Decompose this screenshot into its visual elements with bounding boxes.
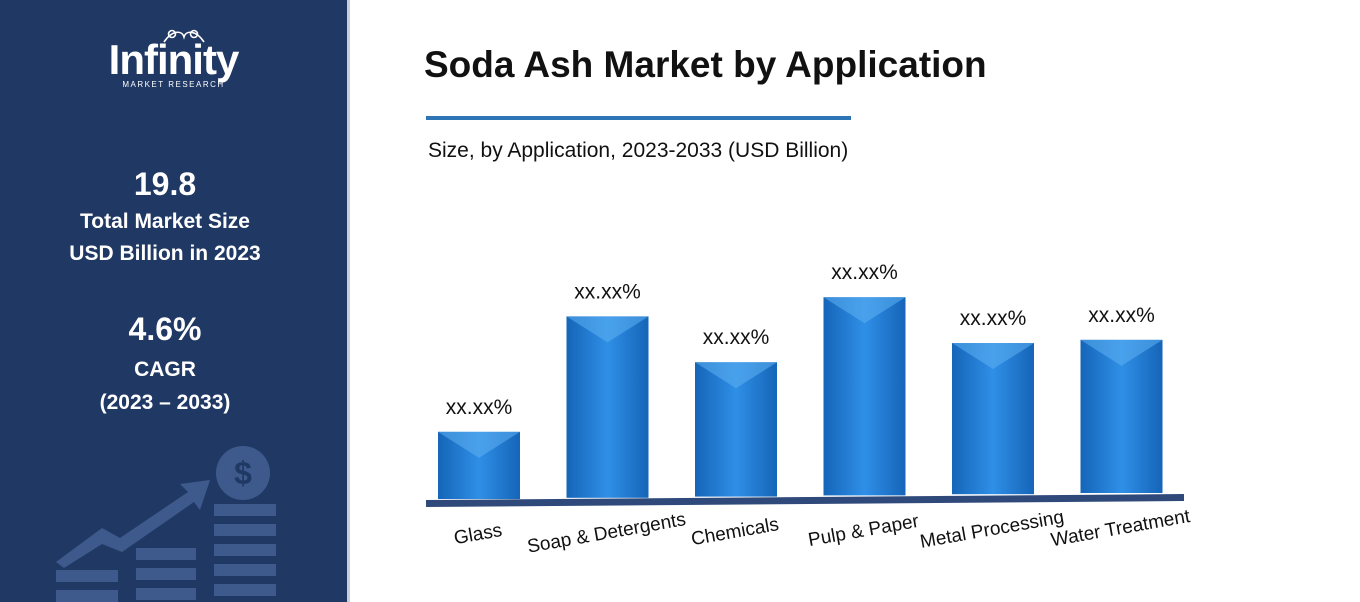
bar-cap-0 — [438, 431, 520, 458]
bar-cap-5 — [1080, 339, 1163, 366]
svg-text:$: $ — [234, 455, 252, 491]
bar-1 — [566, 316, 649, 498]
bar-chart: xx.xx% xx.xx% xx.xx% xx.xx% xx.xx% xx.xx% Gla… — [425, 261, 1192, 558]
bar-cap-4 — [952, 343, 1034, 370]
data-label-1: xx.xx% — [574, 280, 641, 303]
x-tick-label-3: Pulp & Paper — [807, 511, 922, 551]
bar-cap-2 — [695, 362, 777, 389]
data-label-4: xx.xx% — [960, 307, 1027, 330]
market-size-label-2: USD Billion in 2023 — [69, 242, 261, 265]
x-tick-label-1: Soap & Detergents — [526, 509, 688, 558]
x-axis-line — [425, 494, 1185, 507]
x-tick-label-2: Chemicals — [690, 514, 781, 550]
panel-divider — [347, 0, 350, 602]
bar-cap-1 — [566, 316, 649, 343]
dollar-growth-chart-icon: $ — [56, 446, 276, 602]
bar-cap-3 — [823, 297, 906, 324]
x-tick-label-4: Metal Processing — [918, 507, 1065, 553]
cagr-value: 4.6% — [128, 311, 202, 347]
data-label-0: xx.xx% — [446, 396, 513, 419]
x-tick-label-5: Water Treatment — [1049, 506, 1192, 551]
data-label-3: xx.xx% — [831, 261, 898, 284]
brand-name: Infinity — [108, 36, 240, 83]
market-size-label-1: Total Market Size — [80, 210, 250, 233]
sidebar-panel: Infinity MARKET RESEARCH 19.8 Total Mark… — [0, 0, 347, 602]
cagr-period: (2023 – 2033) — [99, 391, 231, 414]
chart-subtitle: Size, by Application, 2023-2033 (USD Bil… — [428, 139, 849, 162]
brand-logo: Infinity MARKET RESEARCH — [0, 28, 347, 98]
data-label-5: xx.xx% — [1088, 304, 1155, 327]
data-label-2: xx.xx% — [703, 326, 770, 349]
infinity-logo-icon — [163, 29, 205, 43]
market-size-value: 19.8 — [133, 166, 197, 202]
bar-3 — [823, 297, 906, 496]
chart-title: Soda Ash Market by Application — [424, 44, 987, 85]
title-underline — [426, 116, 851, 120]
x-tick-label-0: Glass — [452, 520, 503, 549]
brand-tagline: MARKET RESEARCH — [122, 80, 225, 89]
cagr-label: CAGR — [134, 358, 196, 381]
